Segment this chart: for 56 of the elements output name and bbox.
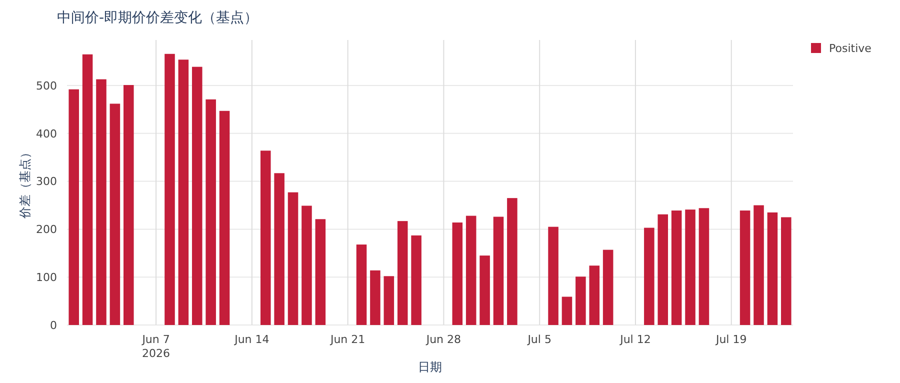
- x-tick-label: Jun 14: [234, 333, 270, 346]
- bar: [480, 256, 490, 325]
- bar: [767, 212, 778, 325]
- bar: [384, 276, 394, 325]
- bar: [466, 216, 476, 325]
- bar: [315, 219, 326, 325]
- bar: [685, 210, 696, 325]
- y-tick-label: 400: [36, 127, 57, 140]
- bar: [411, 235, 422, 325]
- bar: [370, 270, 380, 325]
- bar: [589, 266, 600, 325]
- bar: [671, 210, 682, 325]
- x-tick-label: Jun 28: [425, 333, 462, 346]
- y-tick-label: 100: [36, 270, 57, 284]
- bar: [698, 208, 710, 325]
- bar: [82, 54, 93, 325]
- x-tick-label: Jun 21: [329, 333, 366, 346]
- bar: [288, 192, 298, 325]
- bar: [602, 250, 614, 325]
- bar: [740, 210, 750, 325]
- y-tick-label: 300: [36, 175, 57, 188]
- bar: [644, 228, 654, 325]
- bar: [754, 205, 764, 325]
- bar: [219, 110, 230, 325]
- x-tick-label: Jul 19: [714, 333, 747, 346]
- y-tick-label: 200: [36, 223, 57, 236]
- bar: [548, 226, 558, 325]
- bar: [124, 85, 134, 325]
- bar: [302, 206, 312, 325]
- bar: [192, 66, 202, 325]
- bar: [507, 198, 518, 325]
- x-tick-label: Jun 7 2026: [141, 333, 170, 360]
- bar: [576, 276, 586, 325]
- bar: [96, 79, 106, 325]
- bar: [658, 214, 668, 325]
- x-tick-label: Jul 5: [526, 333, 552, 346]
- bar: [562, 296, 572, 325]
- y-tick-label: 0: [50, 318, 57, 332]
- bar: [274, 173, 284, 325]
- bar: [110, 104, 120, 325]
- bar: [68, 89, 79, 325]
- y-tick-label: 500: [36, 79, 57, 92]
- bar: [260, 150, 271, 325]
- legend-label: Positive: [829, 42, 872, 55]
- bar: [452, 222, 463, 325]
- x-axis-title: 日期: [418, 360, 442, 374]
- bar: [493, 216, 504, 325]
- x-tick-label: Jul 12: [619, 333, 651, 346]
- bar: [356, 244, 367, 325]
- y-axis-title: 价差（基点）: [18, 146, 32, 220]
- bar: [164, 54, 175, 325]
- bar: [781, 217, 792, 325]
- bar: [178, 60, 189, 325]
- chart-title: 中间价-即期价价差变化（基点）: [57, 10, 258, 26]
- bar: [206, 99, 216, 325]
- bar: [397, 221, 408, 325]
